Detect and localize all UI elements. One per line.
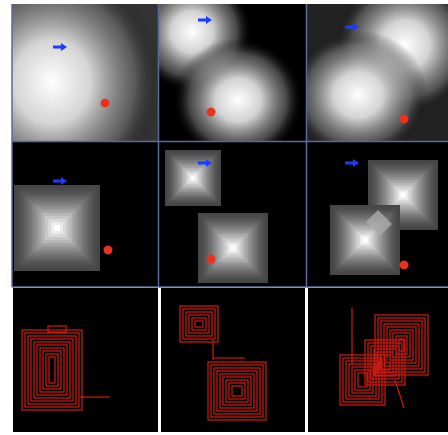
path-loop xyxy=(30,338,74,402)
path-loop xyxy=(39,347,65,393)
path-loop xyxy=(379,354,391,371)
path-loop xyxy=(21,329,83,411)
path-loop xyxy=(207,361,267,421)
path-loop xyxy=(339,354,386,406)
goal-dot xyxy=(103,245,113,255)
path-loop xyxy=(348,363,377,397)
path-loop xyxy=(48,356,56,384)
goal-dot xyxy=(399,114,409,124)
panel-borders xyxy=(11,4,448,288)
path-loop xyxy=(191,317,207,331)
path-loop xyxy=(228,382,246,400)
path-loop xyxy=(351,366,374,394)
path-loop xyxy=(222,376,252,406)
path-loop xyxy=(225,379,249,403)
path-loop xyxy=(216,370,258,412)
path-loop xyxy=(33,341,71,399)
path-loop xyxy=(36,344,68,396)
field-level xyxy=(53,224,61,232)
path-loop xyxy=(188,314,210,334)
markers xyxy=(53,16,409,270)
path-loop xyxy=(367,342,403,383)
path-loop xyxy=(210,364,264,418)
path-loop xyxy=(354,369,371,391)
potential-field xyxy=(159,4,303,141)
path-loop xyxy=(376,351,394,374)
field-bridge xyxy=(366,210,392,236)
field-level xyxy=(400,192,406,198)
path-loop xyxy=(42,350,62,390)
path-loop xyxy=(213,367,261,415)
goal-dot xyxy=(399,260,409,270)
goal-dot xyxy=(206,107,216,117)
path-loop xyxy=(345,360,380,400)
start-arrow-head xyxy=(353,23,359,31)
field-level xyxy=(191,176,195,180)
path-loop xyxy=(185,311,213,337)
start-arrow-head xyxy=(353,159,359,167)
start-arrow-head xyxy=(61,43,67,51)
potential-field xyxy=(307,4,448,141)
path-loop xyxy=(231,385,243,397)
start-arrow-head xyxy=(206,16,212,24)
potential-field xyxy=(12,4,158,141)
path-loop xyxy=(182,308,216,340)
path-loop xyxy=(342,357,383,403)
path-loop xyxy=(45,353,59,387)
path-loop xyxy=(219,373,255,409)
square-fields xyxy=(14,150,438,283)
path-loop xyxy=(357,372,368,388)
path-loop xyxy=(373,348,397,377)
field-level xyxy=(230,245,236,251)
start-arrow-head xyxy=(206,159,212,167)
path-loop xyxy=(370,345,400,380)
path-loop xyxy=(194,320,204,328)
path-loop xyxy=(27,335,77,405)
goal-dot xyxy=(206,254,216,264)
path-loop xyxy=(47,325,67,333)
path-loop xyxy=(24,332,80,408)
field-level xyxy=(362,237,368,243)
goal-dot xyxy=(100,98,110,108)
start-arrow-head xyxy=(61,177,67,185)
path-loop xyxy=(364,339,406,386)
path-loop xyxy=(179,305,219,343)
robot-paths xyxy=(21,305,429,421)
